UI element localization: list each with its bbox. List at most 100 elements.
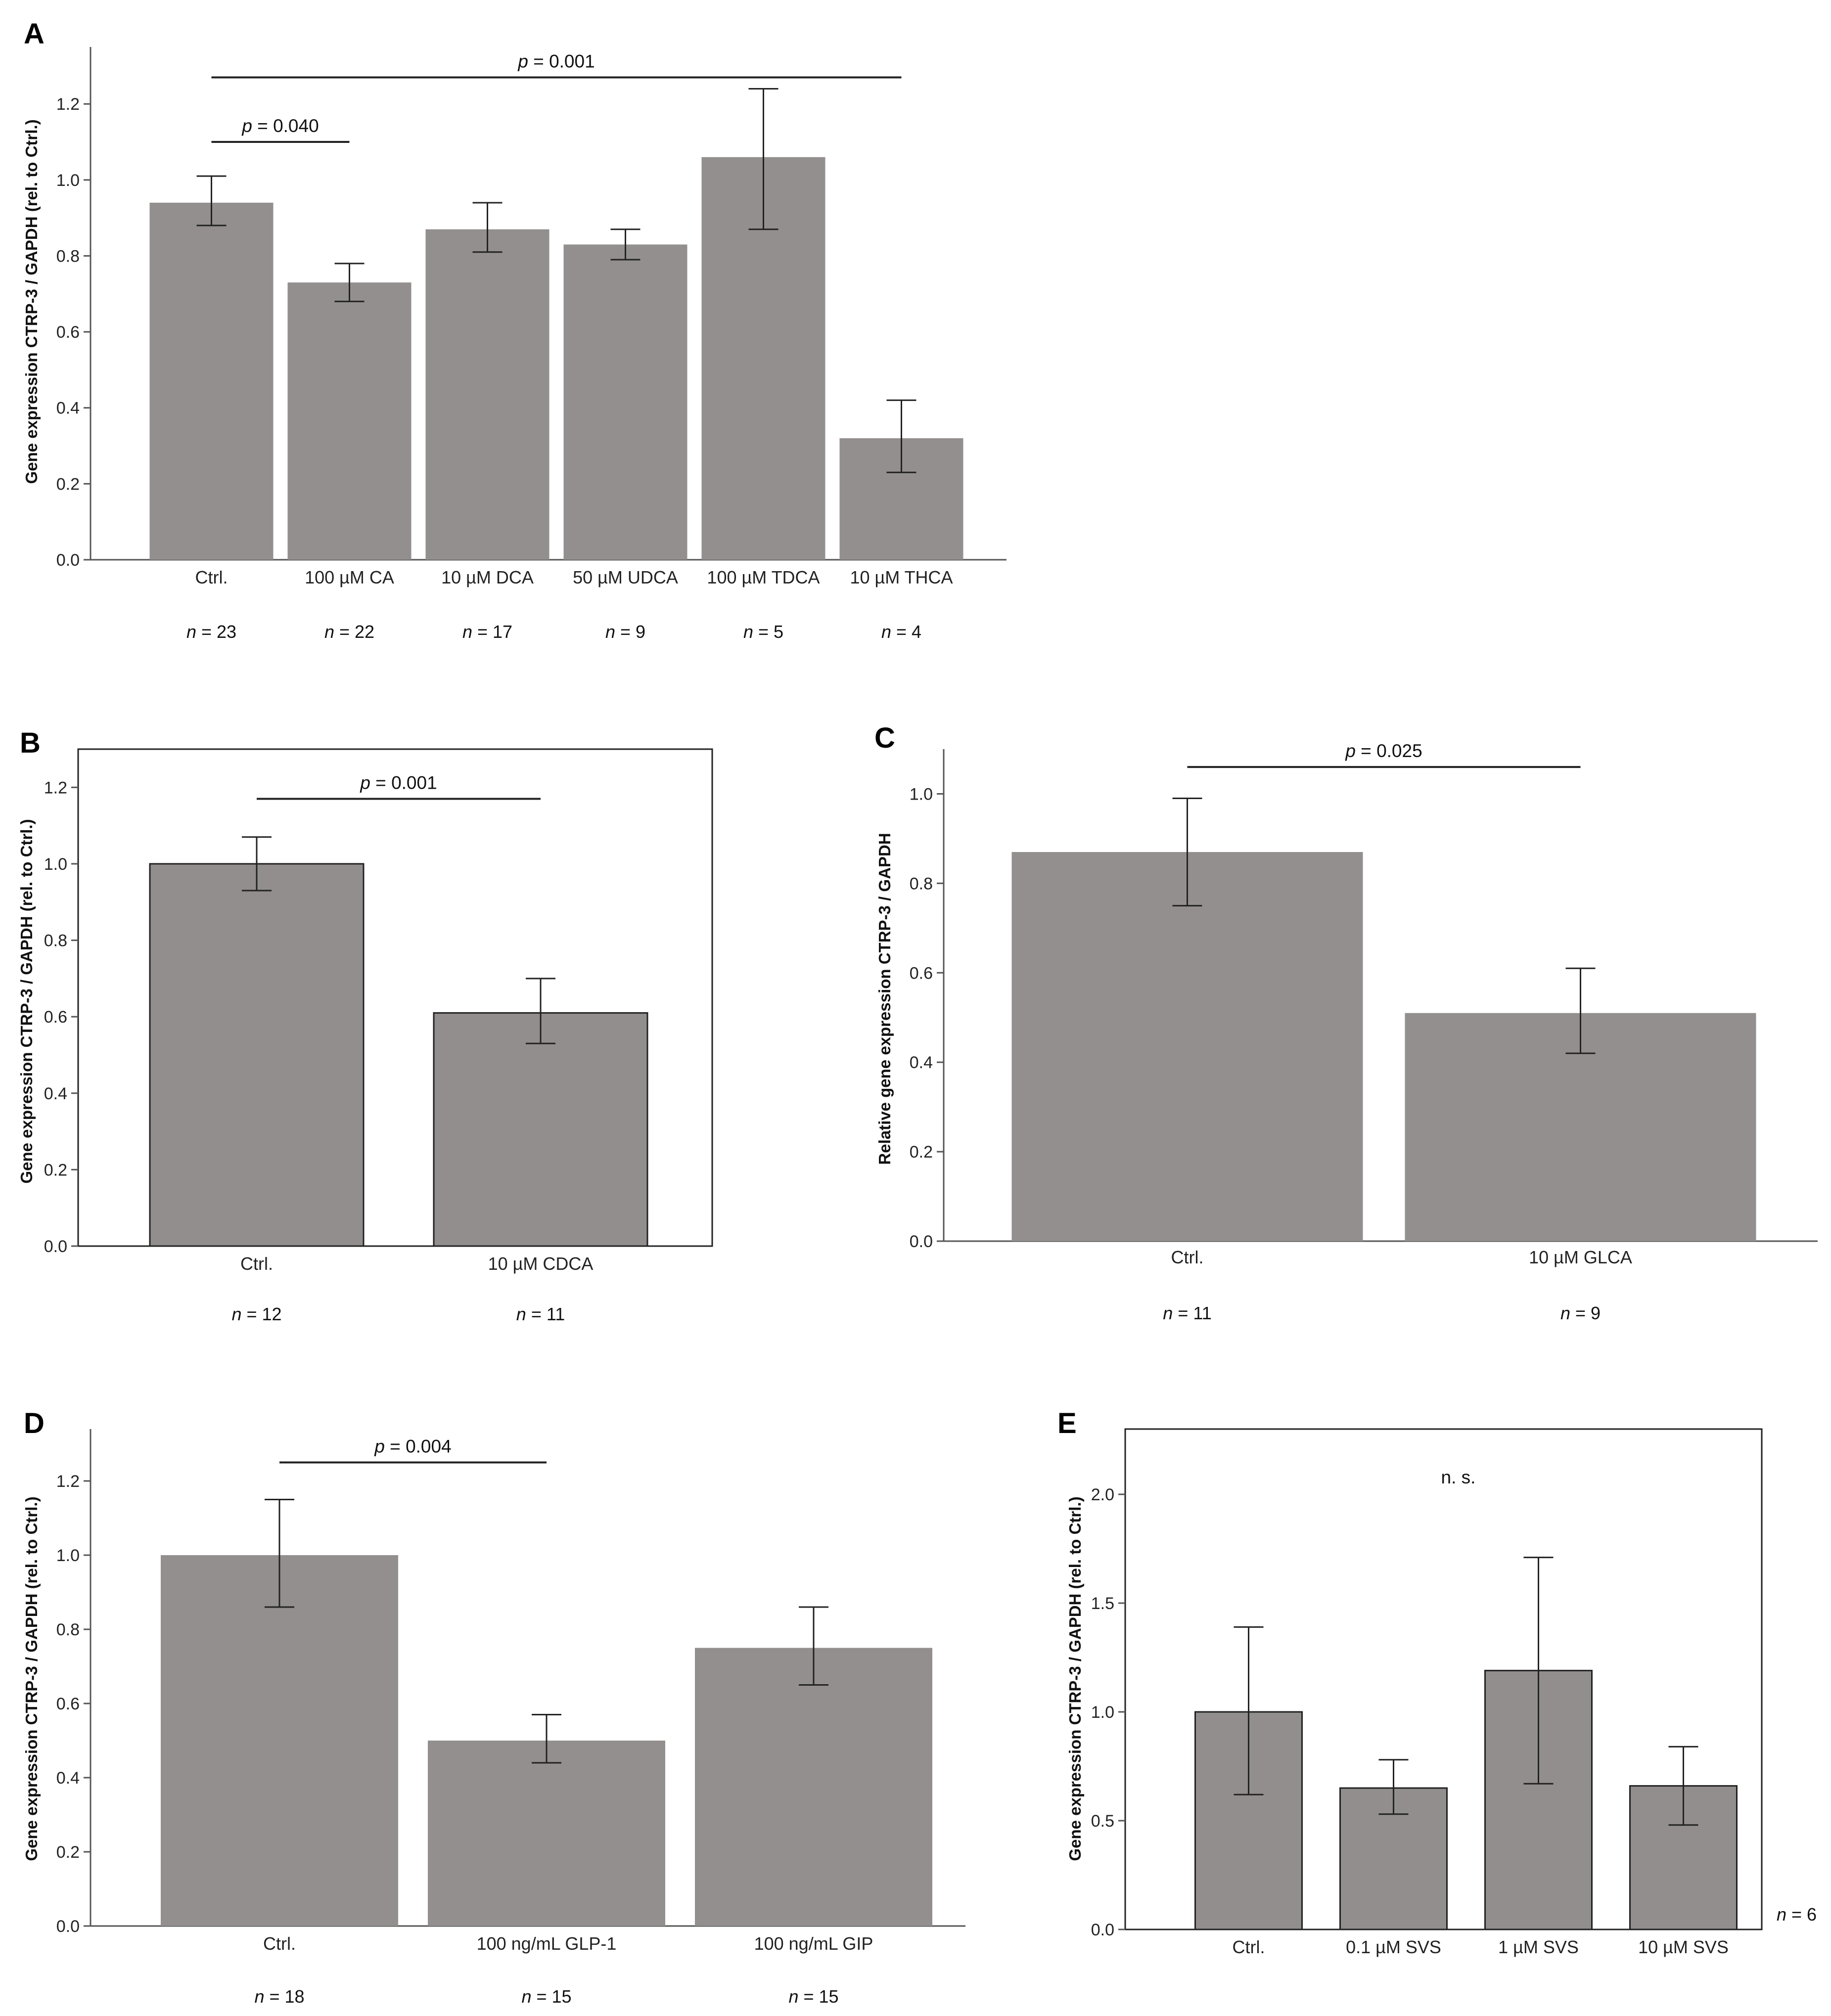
category-label-b-1: 10 µM CDCA: [488, 1254, 594, 1274]
n-label-c-0: n = 11: [1163, 1303, 1211, 1323]
category-label-a-1: 100 µM CA: [305, 567, 394, 587]
y-tick-label-b: 0.0: [44, 1237, 67, 1256]
n-symbol: n: [521, 1986, 531, 2007]
n-value: = 15: [798, 1986, 838, 2007]
y-tick-label-d: 0.0: [56, 1917, 80, 1936]
p-value: = 0.001: [370, 773, 437, 793]
y-tick-label-b: 1.0: [44, 855, 67, 874]
n-value: = 23: [196, 622, 236, 642]
n-symbol: n: [1560, 1303, 1570, 1323]
panel-letter-c: C: [874, 722, 895, 754]
y-tick-label-e: 0.0: [1091, 1921, 1114, 1939]
n-label-d-1: n = 15: [521, 1986, 571, 2007]
bar-a-0: [149, 202, 274, 560]
n-side-label-e: n = 6: [1777, 1904, 1817, 1925]
n-value: = 17: [472, 622, 512, 642]
category-label-e-0: Ctrl.: [1233, 1937, 1265, 1957]
p-symbol: p: [1345, 741, 1356, 761]
panel-e: E 0.0 0.5 1.0 1.5 2.0 Gene expression CTRP-3 /…: [1057, 1407, 1817, 1957]
y-tick-label-d: 0.2: [56, 1843, 80, 1862]
bar-b-1: [433, 1012, 648, 1247]
category-label-a-4: 100 µM TDCA: [707, 567, 820, 587]
n-value: = 11: [526, 1304, 565, 1324]
panel-b: B 0.0 0.2 0.4 0.6 0.8 1.0 1.2 Gene expression CT…: [17, 727, 713, 1324]
n-value: = 15: [531, 1986, 571, 2007]
ns-annotation-e: n. s.: [1441, 1467, 1476, 1487]
n-symbol: n: [254, 1986, 264, 2007]
n-symbol: n: [1777, 1904, 1786, 1925]
y-axis-title-c: Relative gene expression CTRP-3 / GAPDH: [875, 833, 894, 1165]
p-value-label-a-0: p = 0.040: [241, 116, 319, 136]
bar-a-1: [287, 282, 412, 560]
n-value: = 11: [1173, 1303, 1211, 1323]
bar-d-2: [695, 1648, 932, 1926]
n-symbol: n: [881, 622, 891, 642]
bar-c-0: [1011, 852, 1363, 1241]
p-symbol: p: [374, 1436, 385, 1457]
y-tick-label-e: 2.0: [1091, 1485, 1114, 1504]
bar-d-1: [428, 1741, 665, 1926]
p-symbol: p: [360, 773, 370, 793]
panel-a: A 0.0 0.2 0.4 0.6 0.8 1.0 1.2 Gene expression CT…: [22, 18, 1007, 642]
y-tick-label-b: 0.8: [44, 932, 67, 950]
p-value-label-c-0: p = 0.025: [1345, 741, 1422, 761]
category-label-c-0: Ctrl.: [1171, 1247, 1204, 1267]
p-value-label-d-0: p = 0.004: [374, 1436, 451, 1457]
bar-a-3: [563, 244, 687, 560]
y-tick-label-e: 0.5: [1091, 1812, 1114, 1831]
y-tick-label-b: 0.4: [44, 1084, 67, 1103]
panel-c: C 0.0 0.2 0.4 0.6 0.8 1.0 Relative gene express…: [874, 722, 1818, 1323]
n-symbol: n: [186, 622, 196, 642]
y-tick-label-a: 0.4: [56, 399, 80, 418]
y-axis-title-d: Gene expression CTRP-3 / GAPDH (rel. to …: [22, 1496, 41, 1861]
category-label-a-5: 10 µM THCA: [850, 567, 953, 587]
n-symbol: n: [788, 1986, 798, 2007]
panel-letter-b: B: [20, 727, 41, 759]
p-symbol: p: [517, 51, 528, 71]
n-value: = 12: [241, 1304, 281, 1324]
panel-letter-d: D: [24, 1407, 45, 1439]
n-symbol: n: [324, 622, 334, 642]
n-label-a-4: n = 5: [743, 622, 783, 642]
n-value: = 18: [264, 1986, 304, 2007]
n-label-d-2: n = 15: [788, 1986, 838, 2007]
y-tick-label-e: 1.0: [1091, 1703, 1114, 1722]
y-tick-label-b: 0.6: [44, 1008, 67, 1027]
n-label-b-0: n = 12: [231, 1304, 281, 1324]
y-tick-label-c: 0.4: [910, 1053, 933, 1072]
y-tick-label-e: 1.5: [1091, 1594, 1114, 1613]
category-label-a-3: 50 µM UDCA: [573, 567, 678, 587]
panel-letter-e: E: [1057, 1407, 1077, 1439]
p-value: = 0.004: [385, 1436, 452, 1457]
y-axis-title-a: Gene expression CTRP-3 / GAPDH (rel. to …: [22, 119, 41, 484]
n-value: = 9: [1570, 1303, 1601, 1323]
y-tick-label-a: 1.0: [56, 171, 80, 190]
y-tick-label-a: 0.2: [56, 475, 80, 493]
category-label-b-0: Ctrl.: [240, 1254, 273, 1274]
y-tick-label-a: 1.2: [56, 95, 80, 114]
y-tick-label-d: 1.2: [56, 1472, 80, 1491]
n-label-a-2: n = 17: [462, 622, 512, 642]
y-tick-label-d: 0.6: [56, 1695, 80, 1713]
y-tick-label-c: 1.0: [910, 785, 933, 804]
category-label-a-0: Ctrl.: [195, 567, 228, 587]
y-tick-label-a: 0.8: [56, 247, 80, 266]
category-label-a-2: 10 µM DCA: [441, 567, 534, 587]
y-tick-label-d: 1.0: [56, 1546, 80, 1565]
y-tick-label-a: 0.0: [56, 551, 80, 570]
n-label-a-5: n = 4: [881, 622, 921, 642]
p-value: = 0.001: [528, 51, 595, 71]
p-symbol: p: [241, 116, 252, 136]
category-label-e-3: 10 µM SVS: [1638, 1937, 1729, 1957]
n-symbol: n: [743, 622, 753, 642]
bar-b-0: [149, 863, 365, 1247]
n-label-a-1: n = 22: [324, 622, 374, 642]
bar-d-0: [161, 1555, 398, 1926]
p-value: = 0.040: [252, 116, 319, 136]
y-tick-label-c: 0.2: [910, 1143, 933, 1162]
n-value: = 9: [615, 622, 645, 642]
n-symbol: n: [231, 1304, 241, 1324]
y-tick-label-a: 0.6: [56, 323, 80, 342]
category-label-e-2: 1 µM SVS: [1498, 1937, 1579, 1957]
